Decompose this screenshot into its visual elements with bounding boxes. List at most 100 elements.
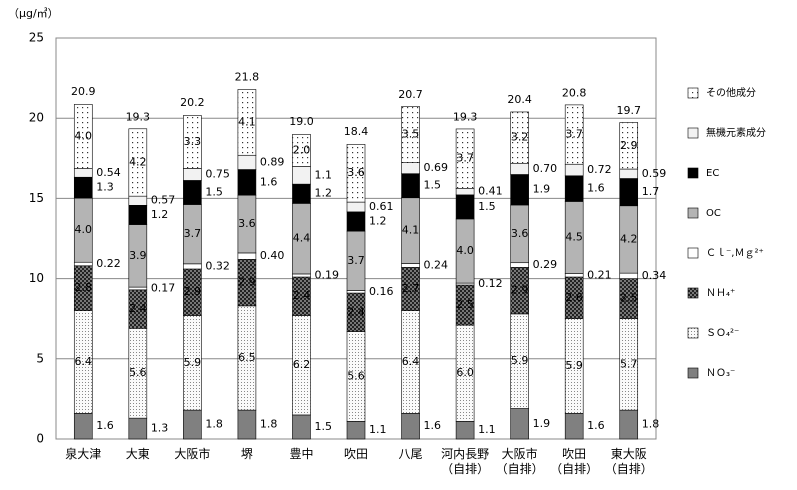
value-label: 2.7 (402, 282, 420, 295)
legend-label: ＮＯ₃⁻ (706, 368, 735, 379)
bar-segment (346, 211, 366, 232)
y-tick-label: 5 (36, 351, 44, 365)
bar-segment (510, 111, 529, 164)
bar-segment (73, 104, 93, 169)
bar-segment (237, 252, 257, 260)
value-label: 0.17 (151, 281, 176, 294)
total-label: 19.3 (126, 110, 151, 123)
bar-segment (401, 413, 420, 440)
bar-segment (455, 421, 475, 440)
value-label: 2.8 (75, 281, 93, 294)
x-tick-label: 大阪市 (174, 447, 211, 461)
value-label: 0.54 (96, 166, 121, 179)
value-label: 2.9 (511, 284, 529, 297)
value-label: 6.2 (293, 358, 311, 371)
value-label: 1.6 (587, 182, 605, 195)
legend-label: EC (706, 168, 719, 179)
value-label: 3.6 (511, 227, 529, 240)
value-label: 3.5 (402, 128, 420, 141)
value-label: 3.7 (184, 227, 202, 240)
value-label: 0.19 (314, 268, 339, 281)
bar-segment (73, 413, 93, 440)
legend-swatch (687, 207, 699, 219)
bar-segment (183, 168, 202, 181)
total-label: 20.4 (507, 93, 532, 106)
bar-segment (510, 408, 529, 440)
bar-segment (564, 273, 584, 278)
value-label: 4.2 (620, 232, 638, 245)
value-label: 5.9 (565, 359, 583, 372)
value-label: 0.72 (587, 163, 612, 176)
value-label: 1.8 (642, 418, 660, 431)
bar-segment (237, 89, 257, 156)
y-tick-label: 10 (29, 271, 44, 285)
value-label: 6.4 (402, 355, 420, 368)
value-label: 4.2 (129, 155, 147, 168)
bar-segment (510, 174, 529, 206)
x-tick-label: 東大阪 （自排） (604, 447, 653, 476)
bar-segment (564, 175, 584, 202)
bar-segment (510, 162, 529, 175)
bar-segment (619, 272, 639, 279)
value-label: 0.12 (478, 277, 503, 290)
bar-segment (292, 183, 311, 204)
value-label: 0.75 (205, 167, 230, 180)
value-label: 1.6 (587, 419, 605, 432)
bar-segment (183, 263, 202, 270)
total-label: 18.4 (344, 125, 369, 138)
total-label: 21.8 (235, 70, 260, 83)
legend-label: ＮＨ₄⁺ (706, 288, 735, 299)
total-label: 19.0 (289, 115, 314, 128)
legend-swatch (687, 287, 699, 299)
bar-segment (237, 169, 257, 196)
bar-segment (564, 104, 584, 165)
bar-segment (619, 122, 639, 170)
value-label: 1.7 (642, 185, 660, 198)
value-label: 6.0 (456, 366, 474, 379)
y-axis-unit: （μg/㎥） (8, 7, 59, 20)
bar-segment (73, 176, 93, 199)
value-label: 4.0 (75, 223, 93, 236)
bar-segment (292, 414, 311, 440)
value-label: 0.89 (260, 155, 285, 168)
value-label: 4.1 (402, 224, 420, 237)
y-tick-label: 0 (36, 432, 44, 446)
bar-segment (401, 173, 420, 199)
value-label: 1.6 (260, 175, 278, 188)
bar-segment (237, 409, 257, 440)
value-label: 0.41 (478, 185, 503, 198)
legend-swatch (687, 87, 699, 99)
value-label: 2.5 (620, 292, 638, 305)
bar-segment (455, 194, 475, 220)
value-label: 2.9 (238, 276, 256, 289)
value-label: 1.9 (533, 183, 551, 196)
value-label: 3.6 (238, 217, 256, 230)
bar-segment (401, 162, 420, 174)
value-label: 3.7 (456, 152, 474, 165)
bar-segment (346, 290, 366, 294)
value-label: 1.3 (151, 422, 169, 435)
bar-segment (292, 166, 311, 185)
value-label: 1.6 (96, 419, 114, 432)
value-label: 1.1 (314, 168, 332, 181)
x-tick-label: 大東 (125, 447, 150, 461)
x-tick-label: 吹田 (343, 447, 368, 461)
value-label: 3.9 (129, 249, 147, 262)
value-label: 1.5 (424, 179, 442, 192)
bar-segment (73, 261, 93, 267)
legend-label: ＳＯ₄²⁻ (706, 328, 739, 339)
total-label: 19.3 (453, 110, 478, 123)
total-label: 20.9 (71, 85, 96, 98)
value-label: 6.5 (238, 351, 256, 364)
value-label: 1.5 (314, 420, 332, 433)
legend-label: その他成分 (706, 86, 756, 99)
value-label: 2.9 (184, 285, 202, 298)
bar-segment (510, 262, 529, 268)
value-label: 5.6 (347, 369, 365, 382)
value-label: 0.59 (642, 167, 667, 180)
bar-segment (292, 273, 311, 278)
value-label: 0.24 (424, 258, 449, 271)
legend-swatch (687, 367, 699, 379)
value-label: 0.22 (96, 257, 121, 270)
